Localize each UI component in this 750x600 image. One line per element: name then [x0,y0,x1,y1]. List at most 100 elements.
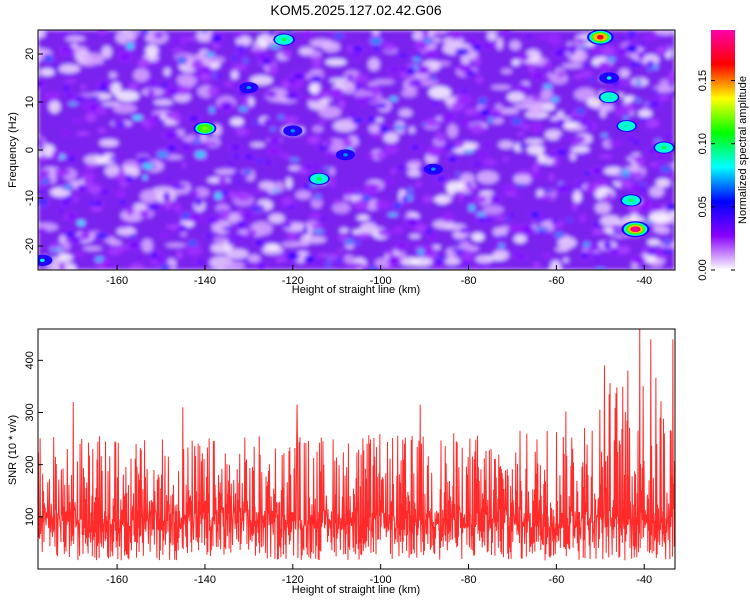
heatmap-blob-core [46,93,58,99]
heatmap-blob-core [165,201,172,209]
heatmap-blob-core [632,156,644,160]
heatmap-blob-core [380,231,390,236]
heatmap-blob-core [557,185,569,192]
heatmap-blob-core [614,178,623,182]
heatmap-hotspot [620,194,642,207]
hotspot-core [624,124,630,128]
heatmap-blob-core [584,152,590,157]
heatmap-blob-core [150,83,157,87]
heatmap-blob-core [533,73,544,79]
heatmap-blob-core [469,38,476,45]
heatmap-blob-core [619,37,624,41]
heatmap-blob-core [633,256,644,263]
heatmap-blob-core [621,170,630,176]
heatmap-blob-core [609,142,621,146]
heatmap-blob-core [178,87,189,94]
heatmap-blob-core [408,187,413,194]
heatmap-blob-core [238,53,243,58]
hotspot-core [628,198,634,203]
heatmap-blob-core [537,172,542,178]
heatmap-blob-core [572,204,577,210]
heatmap-blob-core [142,163,154,169]
heatmap-gap [443,257,461,265]
heatmap-blob-core [649,101,660,107]
heatmap-blob-core [592,167,603,174]
heatmap-blob-core [620,81,631,85]
heatmap-gap [325,58,347,66]
heatmap-blob-core [429,148,441,156]
heatmap-blob-core [96,232,108,239]
heatmap-blob-core [600,154,611,159]
heatmap-gap [65,35,86,42]
x-tick-label: -80 [461,574,477,586]
heatmap-gap [309,84,317,93]
heatmap-blob-core [442,181,449,185]
heatmap-blob-core [84,179,93,184]
heatmap-gap [322,41,341,53]
heatmap-blob-core [638,161,644,168]
heatmap-blob-core [650,206,663,211]
heatmap-blob-core [631,185,642,191]
heatmap-blob-core [348,113,357,118]
y-tick-label: 100 [24,508,36,526]
heatmap-blob-core [453,103,462,111]
heatmap-blob-core [119,168,124,175]
heatmap-blob-core [550,96,559,103]
heatmap-blob-core [285,117,297,123]
hotspot-core [202,126,208,131]
heatmap-blob-core [539,230,545,235]
heatmap-gap [62,241,71,251]
heatmap-gap [328,167,336,176]
heatmap-blob-core [642,200,651,204]
heatmap-blob-core [612,225,619,230]
heatmap-gap [599,103,615,112]
x-tick-label: -120 [282,275,304,287]
heatmap-blob-core [623,174,630,179]
heatmap-gap [165,242,186,248]
heatmap-gap [310,50,322,59]
heatmap-blob-core [97,108,106,114]
y-tick-label: 10 [24,96,36,108]
y-tick-label: 400 [24,351,36,369]
heatmap-blob-core [624,104,634,112]
heatmap-blob-core [344,239,354,245]
heatmap-blob-core [402,196,407,203]
heatmap-gap [623,95,635,102]
heatmap-blob-core [89,104,98,111]
heatmap-blob-core [665,134,671,140]
heatmap-blob-core [73,196,78,202]
heatmap-blob-core [410,144,420,150]
heatmap-blob-core [371,184,380,188]
heatmap-blob-core [384,44,395,51]
heatmap-blob-core [287,92,299,99]
heatmap-blob-core [519,54,528,60]
heatmap-blob-core [626,30,637,36]
heatmap-blob-core [456,141,463,147]
heatmap-blob-core [155,33,162,38]
heatmap-blob-core [552,219,558,224]
heatmap-blob-core [242,58,248,64]
heatmap-blob-core [167,88,178,95]
heatmap-blob-core [368,153,374,159]
heatmap-blob-core [240,258,247,262]
heatmap-blob-core [468,204,475,212]
heatmap-blob-core [432,75,436,81]
heatmap-gap [408,126,416,134]
heatmap-blob-core [330,254,337,260]
heatmap-gap [140,189,158,203]
heatmap-gap [447,123,458,138]
heatmap-blob-core [270,66,277,74]
heatmap-gap [501,225,509,231]
heatmap-gap [329,78,349,83]
heatmap-gap [372,30,380,38]
heatmap-blob-core [244,169,251,176]
heatmap-gap [163,67,171,77]
heatmap-gap [482,205,504,215]
heatmap-blob-core [253,190,263,193]
heatmap-blob-core [412,57,421,62]
heatmap-blob-core [557,119,564,126]
hotspot-core [343,153,348,157]
heatmap-gap [498,140,514,149]
heatmap-blob-core [518,85,528,91]
heatmap-blob-core [86,114,96,121]
